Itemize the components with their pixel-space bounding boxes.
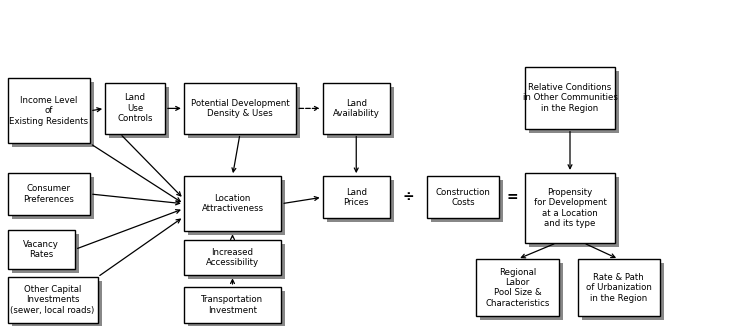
Bar: [322, 176, 390, 218]
Bar: [476, 259, 559, 316]
Text: Consumer
Preferences: Consumer Preferences: [23, 184, 74, 204]
Text: Relative Conditions
in Other Communities
in the Region: Relative Conditions in Other Communities…: [523, 83, 617, 113]
Bar: [525, 67, 615, 129]
Bar: [11, 281, 101, 326]
Text: Land
Use
Controls: Land Use Controls: [117, 94, 153, 123]
Bar: [8, 277, 98, 323]
Text: Propensity
for Development
at a Location
and its type: Propensity for Development at a Location…: [533, 188, 607, 228]
Bar: [184, 287, 281, 323]
Bar: [326, 87, 394, 138]
Text: Transportation
Investment: Transportation Investment: [202, 295, 263, 315]
Bar: [11, 177, 94, 219]
Text: Increased
Accessibility: Increased Accessibility: [206, 248, 259, 267]
Bar: [109, 87, 169, 138]
Text: Location
Attractiveness: Location Attractiveness: [202, 194, 263, 214]
Bar: [431, 180, 502, 222]
Text: =: =: [506, 190, 518, 204]
Bar: [8, 173, 90, 215]
Bar: [188, 87, 300, 138]
Bar: [578, 259, 660, 316]
Text: Rate & Path
of Urbanization
in the Region: Rate & Path of Urbanization in the Regio…: [586, 273, 652, 303]
Bar: [11, 234, 79, 273]
Bar: [322, 83, 390, 134]
Text: Land
Prices: Land Prices: [344, 187, 369, 207]
Bar: [529, 177, 619, 247]
Bar: [105, 83, 165, 134]
Bar: [184, 83, 296, 134]
Text: Construction
Costs: Construction Costs: [436, 187, 490, 207]
Text: Income Level
of
Existing Residents: Income Level of Existing Residents: [9, 96, 88, 126]
Text: ÷: ÷: [403, 190, 415, 204]
Bar: [480, 263, 562, 320]
Text: Potential Development
Density & Uses: Potential Development Density & Uses: [190, 99, 290, 118]
Bar: [188, 180, 285, 235]
Bar: [184, 176, 281, 231]
Text: Other Capital
Investments
(sewer, local roads): Other Capital Investments (sewer, local …: [10, 285, 94, 315]
Bar: [8, 78, 90, 143]
Bar: [11, 82, 94, 147]
Bar: [188, 244, 285, 279]
Bar: [184, 240, 281, 275]
Bar: [8, 230, 75, 269]
Bar: [581, 263, 664, 320]
Bar: [529, 71, 619, 133]
Bar: [525, 173, 615, 243]
Text: Vacancy
Rates: Vacancy Rates: [23, 240, 59, 259]
Text: Regional
Labor
Pool Size &
Characteristics: Regional Labor Pool Size & Characteristi…: [485, 268, 550, 308]
Bar: [326, 180, 394, 222]
Text: Land
Availability: Land Availability: [333, 99, 380, 118]
Bar: [188, 291, 285, 326]
Bar: [427, 176, 499, 218]
